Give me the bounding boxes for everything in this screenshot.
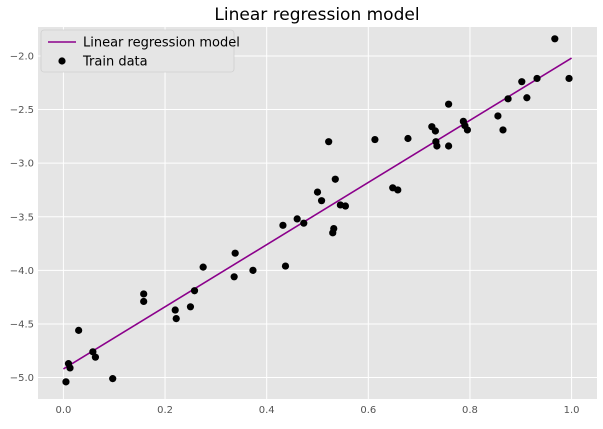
regression-line [62, 57, 573, 370]
y-tick-label: −3.0 [10, 159, 34, 170]
train-data-point [523, 94, 531, 102]
train-data-point [533, 74, 541, 83]
train-data-point [230, 273, 238, 281]
chart-title: Linear regression model [214, 5, 419, 25]
train-data-point [249, 266, 257, 274]
legend-points-label: Train data [82, 55, 148, 70]
train-data-point [433, 142, 441, 150]
train-data-point [445, 142, 453, 150]
train-data-point [109, 375, 117, 383]
y-tick-label: −5.0 [10, 373, 34, 384]
grid-lines [38, 27, 597, 399]
train-data-point [431, 127, 439, 135]
train-data-point [317, 197, 326, 205]
train-data-point [186, 303, 195, 311]
train-data-point [330, 224, 338, 233]
train-data-point [331, 175, 339, 183]
x-tick-label: 1.0 [564, 405, 580, 416]
train-data-point [62, 378, 70, 386]
train-data-point [499, 126, 507, 134]
train-data-point [404, 134, 412, 143]
train-data-point [279, 221, 287, 229]
train-data-point [66, 364, 74, 372]
train-data-point [325, 138, 333, 146]
train-data-point [341, 202, 350, 210]
train-data-point [518, 78, 526, 86]
train-data-point [140, 290, 148, 298]
y-tick-label: −2.5 [10, 105, 34, 116]
train-data-point [565, 74, 573, 83]
train-data-point [281, 262, 290, 270]
train-data-point [89, 348, 97, 356]
x-tick-label: 0.2 [157, 405, 173, 416]
y-tick-label: −3.5 [10, 212, 34, 223]
train-data-point [494, 112, 502, 120]
train-data-point [463, 126, 472, 134]
train-data-point [171, 306, 179, 314]
legend-point-swatch [58, 57, 66, 65]
legend-box [40, 29, 235, 73]
legend-line-label: Linear regression model [83, 36, 240, 51]
train-data-point [140, 297, 148, 306]
train-data-point [91, 353, 100, 361]
train-data-point [504, 95, 512, 103]
axis-ticks: 0.0 0.2 0.4 0.6 0.8 1.0 −5.0 −4.5 −4.0 −3.5 −3.0 −2… [10, 51, 580, 416]
x-tick-label: 0.0 [55, 405, 71, 416]
train-data-point [394, 186, 402, 194]
regression-line-layer [62, 57, 573, 370]
train-data-point [172, 315, 180, 323]
train-data-point [313, 188, 322, 196]
legend: Linear regression model Train data [40, 29, 240, 73]
train-data-point [293, 215, 301, 223]
train-data-point [445, 100, 453, 108]
y-tick-label: −2.0 [10, 51, 34, 62]
train-data-point [551, 35, 559, 43]
train-data-point [371, 135, 379, 144]
train-data-point [300, 219, 308, 227]
x-tick-label: 0.8 [462, 405, 478, 416]
y-tick-label: −4.5 [10, 319, 34, 330]
train-data-point [75, 326, 83, 334]
y-tick-label: −4.0 [10, 266, 34, 277]
x-tick-label: 0.4 [259, 405, 275, 416]
scatter-points-layer [62, 35, 573, 386]
x-tick-label: 0.6 [360, 405, 376, 416]
train-data-point [199, 263, 207, 271]
train-data-point [231, 249, 239, 257]
train-data-point [190, 287, 199, 295]
